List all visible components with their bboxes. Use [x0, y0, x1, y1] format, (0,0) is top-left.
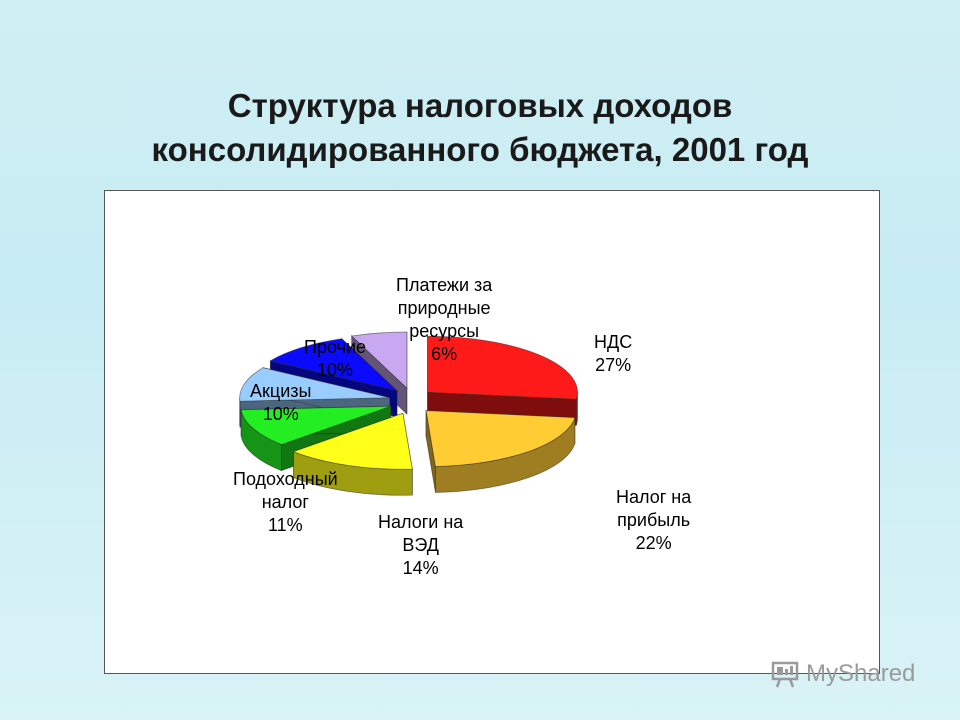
label-profit: Налог на прибыль 22% [616, 486, 691, 555]
label-resources-line-1: природные [397, 298, 491, 318]
label-profit-line-1: прибыль [617, 510, 691, 530]
slice-top-profit [425, 410, 576, 467]
slice-top-nds [427, 335, 578, 400]
label-income: Подоходный налог 11% [233, 468, 338, 537]
label-excise-line-0: Акцизы [250, 381, 312, 401]
label-income-line-0: Подоходный [233, 469, 338, 489]
label-resources-line-0: Платежи за [396, 275, 493, 295]
label-nds: НДС 27% [594, 331, 632, 377]
pie-slice-profit [425, 410, 576, 493]
pie-chart [239, 331, 578, 496]
label-ved: Налоги на ВЭД 14% [378, 511, 463, 580]
slice-top-resources [350, 331, 408, 389]
label-other-value: 10% [316, 360, 354, 380]
label-other: Прочие 10% [304, 336, 366, 382]
label-income-value: 11% [268, 515, 303, 535]
label-other-line-0: Прочие [304, 337, 367, 357]
label-resources-line-2: ресурсы [409, 321, 480, 341]
slice-top-ved [292, 412, 413, 470]
slice-top-excise [239, 367, 390, 402]
label-resources-value: 6% [431, 344, 458, 364]
label-ved-line-0: Налоги на [378, 512, 464, 532]
slice-top-income [240, 405, 391, 446]
label-ved-line-1: ВЭД [402, 535, 439, 555]
watermark-text: MyShared [806, 660, 916, 687]
label-ved-value: 14% [402, 558, 439, 578]
title-line-2: консолидированного бюджета, 2001 год [151, 131, 809, 168]
watermark: MyShared [770, 656, 915, 692]
label-excise-value: 10% [262, 404, 299, 424]
label-nds-line-0: НДС [594, 332, 633, 352]
presentation-board-icon [771, 661, 799, 688]
label-excise: Акцизы 10% [250, 380, 311, 426]
slice-top-other [269, 338, 399, 392]
label-profit-value: 22% [635, 533, 672, 553]
label-income-line-1: налог [261, 492, 309, 512]
label-nds-value: 27% [595, 355, 632, 375]
title-line-1: Структура налоговых доходов [227, 87, 733, 124]
label-resources: Платежи за природные ресурсы 6% [396, 274, 492, 366]
slide-title: Структура налоговых доходов консолидиров… [0, 84, 960, 172]
pie-slice-ved [292, 412, 413, 496]
label-profit-line-0: Налог на [616, 487, 692, 507]
chart-area [104, 190, 880, 674]
